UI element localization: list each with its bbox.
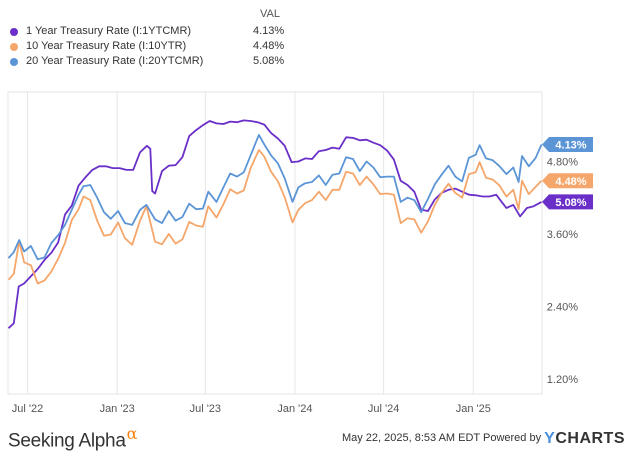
y-tick-label: 2.40% xyxy=(547,301,578,313)
plot-area-frame xyxy=(7,91,543,395)
y-tick-label: 3.60% xyxy=(547,229,578,241)
legend-item-20yr[interactable]: 20 Year Treasury Rate (I:20YTCMR) 5.08% xyxy=(8,54,308,68)
series-line xyxy=(7,133,543,261)
legend-item-value: 4.48% xyxy=(253,40,285,52)
end-value-tag xyxy=(542,137,593,153)
footer-attribution: May 22, 2025, 8:53 AM EDT Powered by YCH… xyxy=(342,430,625,448)
ycharts-logo-text: CHARTS xyxy=(555,430,625,447)
legend-dot-icon xyxy=(10,28,18,36)
seeking-alpha-logo: Seeking Alphaα xyxy=(8,424,137,452)
y-tick-label: 4.80% xyxy=(547,156,578,168)
brand-name: Seeking Alpha xyxy=(8,430,126,452)
legend-dot-icon xyxy=(10,43,18,51)
legend-item-name: 10 Year Treasury Rate (I:10YTR) xyxy=(26,40,187,52)
end-value-tag xyxy=(542,173,593,189)
x-tick-label: Jan '24 xyxy=(277,403,312,415)
ycharts-logo: YCHARTS xyxy=(544,430,625,447)
legend-value-header: VAL xyxy=(260,8,280,20)
legend-item-10yr[interactable]: 10 Year Treasury Rate (I:10YTR) 4.48% xyxy=(8,39,308,53)
timestamp-text: May 22, 2025, 8:53 AM EDT Powered by xyxy=(341,432,542,444)
alpha-symbol-icon: α xyxy=(126,424,138,443)
x-tick-label: Jul '23 xyxy=(190,403,221,415)
end-value-label: 5.08% xyxy=(555,197,586,209)
series-line xyxy=(7,119,542,329)
legend-dot-icon xyxy=(10,58,18,66)
end-value-label: 4.13% xyxy=(555,140,586,152)
x-tick-label: Jul '24 xyxy=(368,403,399,415)
x-tick-label: Jan '25 xyxy=(456,403,491,415)
legend-item-value: 4.13% xyxy=(253,25,285,37)
legend-item-name: 1 Year Treasury Rate (I:1YTCMR) xyxy=(26,25,192,37)
end-value-tag xyxy=(542,194,593,210)
legend-item-value: 5.08% xyxy=(253,55,285,67)
legend-item-name: 20 Year Treasury Rate (I:20YTCMR) xyxy=(26,55,204,67)
end-value-label: 4.48% xyxy=(555,176,586,188)
y-tick-label: 1.20% xyxy=(547,374,578,386)
x-tick-label: Jul '22 xyxy=(12,403,43,415)
ycharts-logo-y: Y xyxy=(544,430,556,447)
x-tick-label: Jan '23 xyxy=(100,403,135,415)
legend-item-1yr[interactable]: 1 Year Treasury Rate (I:1YTCMR) 4.13% xyxy=(8,24,308,38)
series-line xyxy=(7,149,543,285)
